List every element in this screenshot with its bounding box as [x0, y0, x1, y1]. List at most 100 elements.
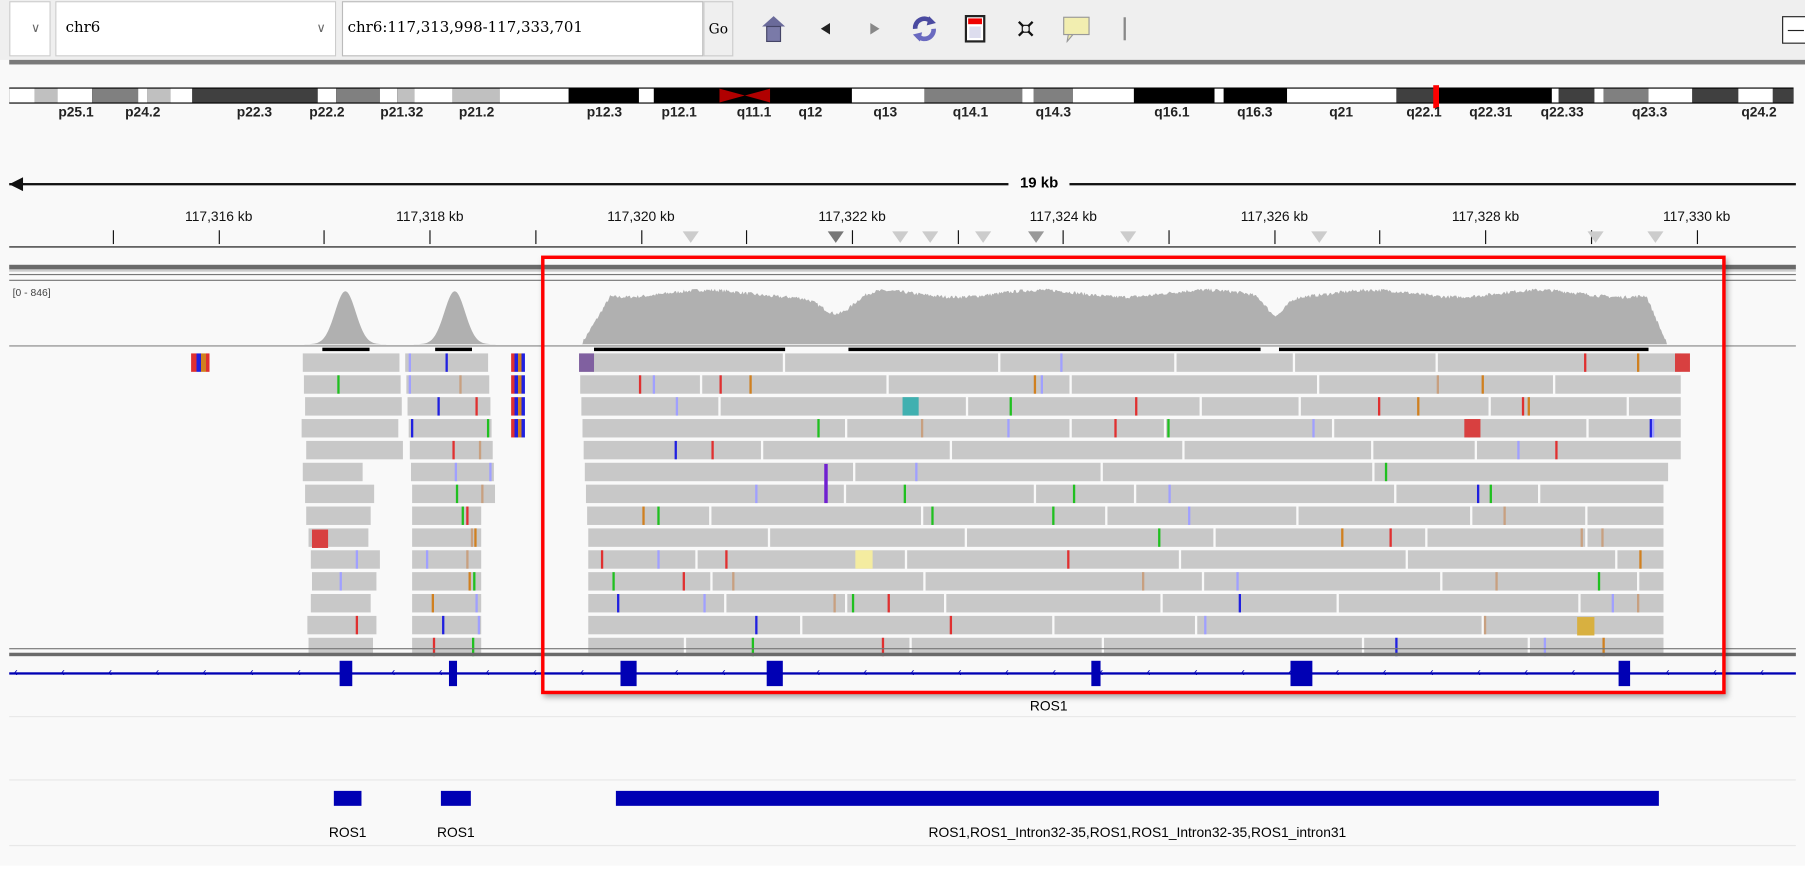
- genome-dropdown[interactable]: ∨: [9, 1, 51, 57]
- read-alignment[interactable]: [1477, 440, 1681, 460]
- read-alignment[interactable]: [1298, 506, 1470, 525]
- insertion-icon[interactable]: [824, 463, 831, 504]
- read-alignment[interactable]: [581, 397, 719, 416]
- feature-bar[interactable]: [615, 790, 1659, 806]
- read-alignment[interactable]: [412, 615, 482, 635]
- read-alignment[interactable]: [511, 353, 525, 372]
- insertion-marker-icon[interactable]: [1587, 231, 1604, 243]
- read-alignment[interactable]: [588, 637, 685, 657]
- exon[interactable]: [766, 660, 783, 687]
- read-alignment[interactable]: [1136, 484, 1395, 504]
- read-alignment[interactable]: [968, 397, 1200, 416]
- exon[interactable]: [448, 660, 458, 687]
- read-alignment[interactable]: [785, 353, 999, 372]
- read-alignment[interactable]: [1363, 637, 1528, 657]
- read-alignment[interactable]: [1054, 615, 1195, 635]
- read-alignment[interactable]: [1587, 506, 1664, 525]
- read-alignment[interactable]: [1483, 615, 1664, 635]
- read-alignment[interactable]: [412, 550, 482, 569]
- home-icon[interactable]: [759, 14, 789, 44]
- read-alignment[interactable]: [579, 353, 783, 372]
- read-alignment[interactable]: [310, 550, 380, 569]
- read-alignment[interactable]: [1472, 506, 1586, 525]
- read-alignment[interactable]: [1490, 397, 1627, 416]
- read-alignment[interactable]: [303, 462, 364, 482]
- read-alignment[interactable]: [1204, 572, 1441, 591]
- read-alignment[interactable]: [1107, 506, 1297, 525]
- read-alignment[interactable]: [855, 462, 1101, 482]
- popup-info-icon[interactable]: [1061, 14, 1091, 44]
- read-alignment[interactable]: [1071, 419, 1164, 438]
- read-alignment[interactable]: [308, 637, 374, 657]
- insertion-marker-icon[interactable]: [1647, 231, 1664, 243]
- read-alignment[interactable]: [1166, 419, 1332, 438]
- read-alignment[interactable]: [711, 506, 921, 525]
- read-alignment[interactable]: [1588, 528, 1664, 547]
- read-alignment[interactable]: [1176, 353, 1293, 372]
- read-alignment[interactable]: [1035, 484, 1135, 504]
- read-alignment[interactable]: [302, 353, 400, 372]
- read-alignment[interactable]: [307, 615, 377, 635]
- read-alignment[interactable]: [410, 462, 494, 482]
- read-alignment[interactable]: [412, 484, 496, 504]
- locus-input[interactable]: chr6:117,313,998-117,333,701: [341, 1, 704, 57]
- insertion-marker-icon[interactable]: [682, 231, 699, 243]
- read-alignment[interactable]: [409, 440, 493, 460]
- read-alignment[interactable]: [1539, 484, 1664, 504]
- read-alignment[interactable]: [407, 397, 491, 416]
- exon[interactable]: [620, 660, 637, 687]
- read-alignment[interactable]: [304, 375, 401, 394]
- read-alignment[interactable]: [1184, 440, 1372, 460]
- exon[interactable]: [339, 660, 353, 687]
- read-alignment[interactable]: [412, 528, 482, 547]
- go-button[interactable]: Go: [703, 1, 734, 57]
- read-alignment[interactable]: [588, 528, 768, 547]
- insertion-marker-icon[interactable]: [892, 231, 909, 243]
- region-of-interest-icon[interactable]: [960, 14, 990, 44]
- read-alignment[interactable]: [1104, 637, 1362, 657]
- insertion-marker-icon[interactable]: [1120, 231, 1137, 243]
- read-alignment[interactable]: [302, 419, 399, 438]
- read-alignment[interactable]: [769, 528, 965, 547]
- read-alignment[interactable]: [305, 506, 371, 525]
- read-alignment[interactable]: [1628, 397, 1681, 416]
- read-alignment[interactable]: [1071, 375, 1317, 394]
- insertion-marker-icon[interactable]: [1311, 231, 1328, 243]
- read-alignment[interactable]: [907, 550, 1180, 569]
- read-alignment[interactable]: [712, 572, 923, 591]
- read-alignment[interactable]: [585, 484, 845, 504]
- feature-bar[interactable]: [333, 790, 362, 806]
- read-alignment[interactable]: [588, 550, 695, 569]
- read-alignment[interactable]: [412, 637, 482, 657]
- read-alignment[interactable]: [802, 615, 1052, 635]
- read-alignment[interactable]: [1339, 594, 1578, 613]
- forward-arrow-icon[interactable]: [860, 14, 890, 44]
- read-alignment[interactable]: [588, 594, 724, 613]
- read-alignment[interactable]: [1442, 572, 1637, 591]
- read-alignment[interactable]: [580, 375, 700, 394]
- read-alignment[interactable]: [1396, 484, 1538, 504]
- read-alignment[interactable]: [1427, 528, 1586, 547]
- read-alignment[interactable]: [412, 506, 482, 525]
- read-alignment[interactable]: [1555, 375, 1681, 394]
- read-alignment[interactable]: [412, 594, 482, 613]
- read-alignment[interactable]: [511, 397, 525, 416]
- read-alignment[interactable]: [1529, 637, 1664, 657]
- insertion-marker-icon[interactable]: [922, 231, 939, 243]
- insertion-marker-icon[interactable]: [975, 231, 992, 243]
- read-alignment[interactable]: [1294, 353, 1437, 372]
- read-alignment[interactable]: [1580, 594, 1664, 613]
- read-alignment[interactable]: [697, 550, 905, 569]
- read-alignment[interactable]: [406, 375, 490, 394]
- read-alignment[interactable]: [1374, 462, 1669, 482]
- read-alignment[interactable]: [922, 506, 1106, 525]
- read-alignment[interactable]: [306, 440, 404, 460]
- read-alignment[interactable]: [1215, 528, 1426, 547]
- read-alignment[interactable]: [305, 484, 375, 504]
- refresh-icon[interactable]: [909, 14, 939, 44]
- read-alignment[interactable]: [1000, 353, 1175, 372]
- read-alignment[interactable]: [946, 594, 1161, 613]
- read-alignment[interactable]: [846, 594, 945, 613]
- insertion-marker-icon[interactable]: [827, 231, 844, 243]
- read-alignment[interactable]: [1202, 397, 1299, 416]
